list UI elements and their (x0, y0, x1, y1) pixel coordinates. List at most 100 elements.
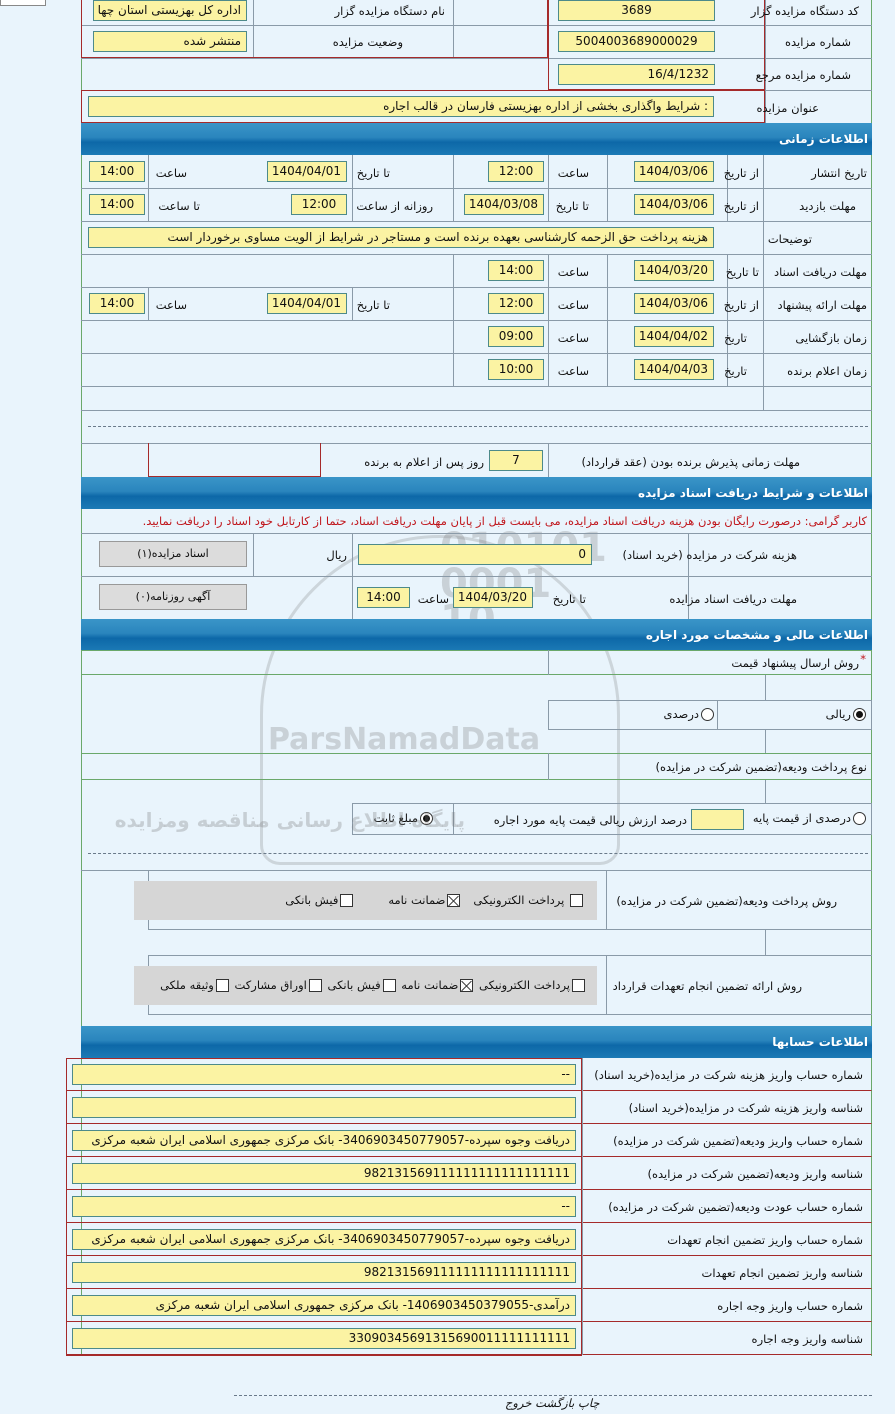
radio-fixed[interactable] (420, 812, 433, 825)
deposit-method-electronic[interactable]: پرداخت الکترونیکی (473, 893, 585, 907)
account-row: شناسه واریز هزینه شرکت در مزایده(خرید اس… (66, 1091, 872, 1124)
auction-docs-button[interactable]: اسناد مزایده(۱) (99, 541, 247, 567)
visit-to-date[interactable]: 1404/03/08 (464, 194, 544, 215)
guarantee-method-electronic[interactable]: پرداخت الکترونیکی (479, 978, 587, 992)
footer-divider (234, 1395, 872, 1396)
checkbox[interactable] (308, 979, 322, 992)
offer-to-time[interactable]: 14:00 (89, 293, 145, 314)
visit-to-time[interactable]: 14:00 (89, 194, 145, 215)
doc-deadline-hour-label: ساعت (557, 265, 589, 279)
guarantee-method-bank-slip[interactable]: فیش بانکی (327, 978, 397, 992)
auction-no-field[interactable]: 5004003689000029 (558, 31, 715, 52)
account-value-field[interactable]: 982131569111111111111111111 (72, 1262, 576, 1283)
back-link[interactable]: بازگشت (535, 1396, 575, 1410)
title-field[interactable]: : شرایط واگذاری بخشی از اداره بهزیستی فا… (88, 96, 714, 117)
offer-from-date[interactable]: 1404/03/06 (634, 293, 714, 314)
checkbox[interactable] (570, 894, 583, 907)
acceptance-days[interactable]: 7 (489, 450, 543, 471)
deposit-method-bank-slip[interactable]: فیش بانکی (285, 893, 355, 907)
offer-label: مهلت ارائه پیشنهاد (777, 298, 867, 312)
account-label: شناسه واریز وجه اجاره (751, 1332, 863, 1346)
checkbox[interactable] (340, 894, 354, 907)
newspaper-ad-button[interactable]: آگهی روزنامه(۰) (99, 584, 247, 610)
publish-from-date[interactable]: 1404/03/06 (634, 161, 714, 182)
guarantee-method-property[interactable]: وثیقه ملکی (160, 978, 231, 992)
checkbox[interactable] (572, 979, 585, 992)
financial-section-header: اطلاعات مالی و مشخصات مورد اجاره (81, 619, 872, 651)
account-row: شماره حساب واریز هزینه شرکت در مزایده(خر… (66, 1058, 872, 1091)
doc-receive-time[interactable]: 14:00 (357, 587, 410, 608)
visit-daily-label: روزانه از ساعت (356, 199, 433, 213)
publish-from-time[interactable]: 12:00 (488, 161, 544, 182)
print-link[interactable]: چاپ (578, 1396, 600, 1410)
deposit-method-guarantee[interactable]: ضمانت نامه (388, 893, 462, 907)
percent-option[interactable]: درصدی از قیمت پایه (753, 811, 866, 825)
opening-date[interactable]: 1404/04/02 (634, 326, 714, 347)
visit-daily-from[interactable]: 12:00 (291, 194, 347, 215)
ref-no-field[interactable]: 16/4/1232 (558, 64, 715, 85)
deposit-method-label: روش پرداخت ودیعه(تضمین شرکت در مزایده) (616, 894, 837, 908)
account-value-field[interactable]: -- (72, 1196, 576, 1217)
checkbox-label: ضمانت نامه (401, 978, 459, 992)
title-label: عنوان مزایده (756, 101, 819, 115)
org-name-label: نام دستگاه مزایده گزار (334, 4, 445, 18)
accounts-section-header: اطلاعات حسابها (81, 1026, 872, 1058)
checkbox[interactable] (460, 979, 474, 992)
account-label: شماره حساب واریز ودیعه(تضمین شرکت در مزا… (613, 1134, 863, 1148)
winner-time[interactable]: 10:00 (488, 359, 544, 380)
visit-from-date[interactable]: 1404/03/06 (634, 194, 714, 215)
guarantee-method-bonds[interactable]: اوراق مشارکت (235, 978, 324, 992)
winner-label: زمان اعلام برنده (787, 364, 867, 378)
exit-link[interactable]: خروج (505, 1396, 532, 1410)
publish-to-date[interactable]: 1404/04/01 (267, 161, 347, 182)
fixed-option-label: مبلغ ثابت (373, 811, 418, 825)
radio-percent[interactable] (701, 708, 714, 721)
doc-deadline-date[interactable]: 1404/03/20 (634, 260, 714, 281)
status-label: وضعیت مزایده (332, 35, 403, 49)
status-field[interactable]: منتشر شده (93, 31, 247, 52)
checkbox[interactable] (382, 979, 396, 992)
offer-from-time[interactable]: 12:00 (488, 293, 544, 314)
radio-percent-base[interactable] (853, 812, 866, 825)
publish-to-time[interactable]: 14:00 (89, 161, 145, 182)
doc-deadline-time[interactable]: 14:00 (488, 260, 544, 281)
checkbox[interactable] (215, 979, 229, 992)
account-row: شناسه واریز تضمین انجام تعهدات 9821315691… (66, 1256, 872, 1289)
price-options-box (548, 700, 872, 730)
checkbox[interactable] (447, 894, 461, 907)
radio-rial[interactable] (853, 708, 866, 721)
checkbox-label: فیش بانکی (327, 978, 381, 992)
fixed-option[interactable]: مبلغ ثابت (374, 811, 433, 825)
account-value-field[interactable]: دریافت وجوه سپرده-406903450779057‏3- بان… (72, 1229, 576, 1250)
required-mark: * (860, 652, 866, 666)
winner-hour-label: ساعت (557, 364, 589, 378)
divider (88, 853, 868, 854)
price-option-percent[interactable]: درصدی (664, 707, 714, 721)
winner-date-label: تاریخ (724, 364, 747, 378)
guarantee-method-guarantee[interactable]: ضمانت نامه (401, 978, 475, 992)
account-value-field[interactable]: دریافت وجوه سپرده-406903450779057‏3- بان… (72, 1130, 576, 1151)
opening-time[interactable]: 09:00 (488, 326, 544, 347)
divider (88, 426, 868, 427)
account-value-field[interactable] (72, 1097, 576, 1118)
deposit-type-row (81, 753, 872, 780)
org-code-field[interactable]: 3689 (558, 0, 715, 21)
account-label: شماره حساب واریز تضمین انجام تعهدات (667, 1233, 863, 1247)
org-name-field[interactable]: اداره کل بهزیستی استان چها (93, 0, 247, 21)
opening-hour-label: ساعت (557, 331, 589, 345)
footer-links: چاپ بازگشت خروج (505, 1396, 600, 1410)
doc-receive-date[interactable]: 1404/03/20 (453, 587, 533, 608)
winner-date[interactable]: 1404/04/03 (634, 359, 714, 380)
account-value-field[interactable]: 982131569111111111111111111 (72, 1163, 576, 1184)
offer-to-date[interactable]: 1404/04/01 (267, 293, 347, 314)
account-value-field[interactable]: درآمدی-406903450379055‏1- بانک مرکزی جمه… (72, 1295, 576, 1316)
price-option-rial[interactable]: ریالی (826, 707, 866, 721)
notes-field[interactable]: هزینه پرداخت حق الزحمه کارشناسی بعهده بر… (88, 227, 714, 248)
percent-value-field[interactable] (691, 809, 744, 830)
account-label: شناسه واریز ودیعه(تضمین شرکت در مزایده) (647, 1167, 863, 1181)
guarantee-methods-group: پرداخت الکترونیکی ضمانت نامه فیش بانکی ا… (134, 966, 597, 1005)
percent-suffix: درصد ارزش ریالی قیمت پایه مورد اجاره (493, 813, 687, 827)
account-value-field[interactable]: 3090345691315690011111111111‏3 (72, 1328, 576, 1349)
fee-field[interactable]: 0 (358, 544, 592, 565)
account-value-field[interactable]: -- (72, 1064, 576, 1085)
